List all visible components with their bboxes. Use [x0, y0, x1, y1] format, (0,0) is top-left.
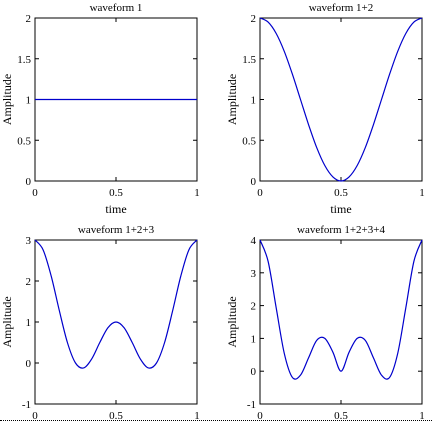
y-tick-label: 0.5 [242, 135, 256, 147]
subplot-2: waveform 1+2 0 0.5 1 0 0.5 1 1.5 2 time Amplitude [225, 2, 425, 216]
chart-title: waveform 1+2 [309, 2, 374, 14]
y-tick-label: 1.5 [17, 54, 31, 66]
y-axis-label: Amplitude [0, 296, 14, 347]
y-tick-label: 1 [251, 333, 257, 345]
series-line [259, 239, 423, 380]
bottom-dotted-rule [0, 420, 432, 421]
x-tick-label: 1 [419, 410, 425, 422]
x-tick-label: 0.5 [334, 187, 348, 199]
x-tick-label: 0 [257, 187, 263, 199]
plot-area [259, 17, 423, 182]
y-tick-label: -1 [22, 399, 31, 411]
chart-title: waveform 1 [90, 2, 143, 14]
plot-area [259, 239, 423, 405]
x-tick-label: 1 [194, 187, 200, 199]
x-tick-label: 0 [32, 410, 38, 422]
y-axis-label: Amplitude [225, 296, 239, 347]
y-tick-label: 2 [251, 301, 257, 313]
y-tick-label: 2 [26, 13, 32, 25]
y-tick-label: 4 [251, 235, 257, 247]
x-tick-label: 1 [194, 410, 200, 422]
x-tick-label: 0.5 [334, 410, 348, 422]
subplot-1: waveform 1 0 0.5 1 0 0.5 1 1.5 2 time Amplitude [0, 2, 200, 216]
y-tick-label: 2 [251, 13, 257, 25]
x-tick-label: 1 [419, 187, 425, 199]
y-tick-label: 1.5 [242, 54, 256, 66]
x-tick-label: 0.5 [109, 410, 123, 422]
x-axis-label: time [105, 202, 126, 216]
y-tick-label: 3 [26, 235, 32, 247]
chart-title: waveform 1+2+3 [78, 224, 155, 236]
y-tick-label: 1 [251, 95, 257, 107]
y-tick-label: 0 [26, 176, 32, 188]
y-tick-label: 2 [26, 276, 32, 288]
y-axis-label: Amplitude [0, 74, 14, 125]
y-tick-label: 0 [251, 176, 257, 188]
y-axis-label: Amplitude [225, 74, 239, 125]
x-tick-label: 0 [257, 410, 263, 422]
y-tick-label: 3 [251, 268, 257, 280]
y-tick-label: 0 [251, 366, 257, 378]
x-tick-label: 0 [32, 187, 38, 199]
y-tick-label: 0 [26, 358, 32, 370]
series-line [259, 17, 423, 182]
x-tick-label: 0.5 [109, 187, 123, 199]
x-axis-label: time [330, 202, 351, 216]
y-tick-label: 1 [26, 95, 32, 107]
series-line [34, 239, 198, 369]
y-tick-label: 0.5 [17, 135, 31, 147]
y-tick-label: 1 [26, 317, 32, 329]
chart-title: waveform 1+2+3+4 [297, 224, 385, 236]
y-tick-label: -1 [247, 399, 256, 411]
